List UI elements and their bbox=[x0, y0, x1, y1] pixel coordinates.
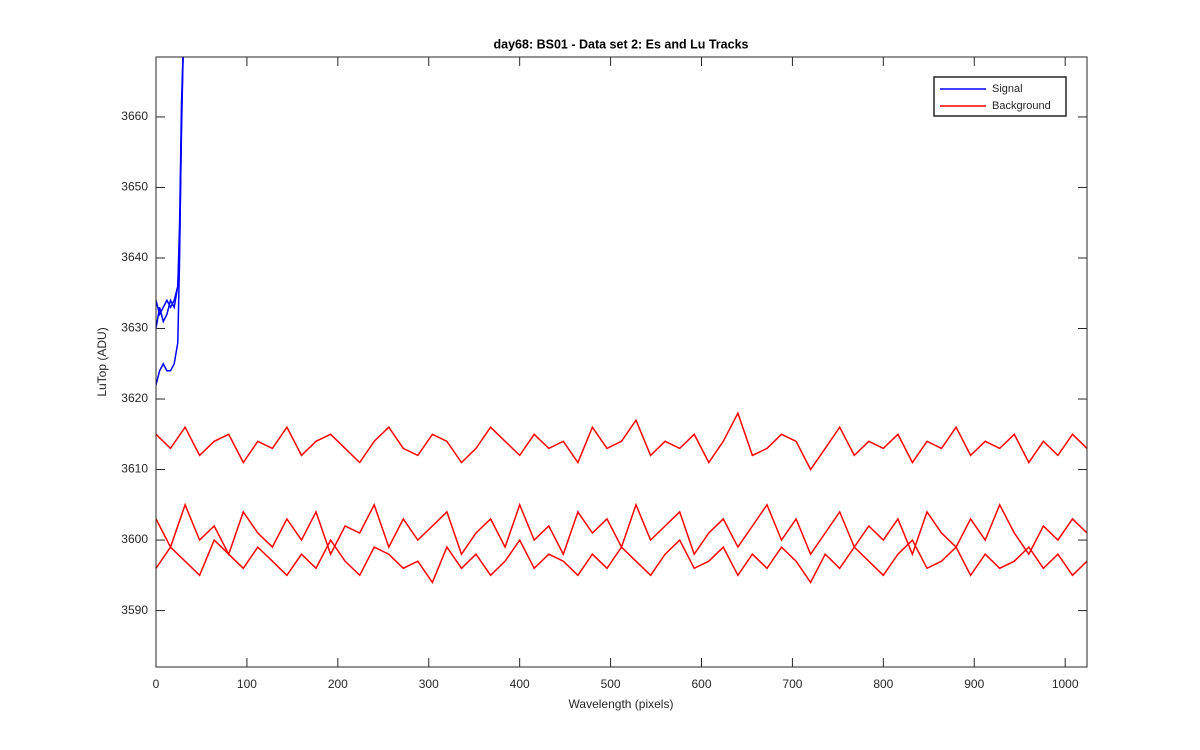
x-axis-label: Wavelength (pixels) bbox=[569, 697, 674, 711]
y-tick-label: 3650 bbox=[121, 180, 148, 194]
chart-title: day68: BS01 - Data set 2: Es and Lu Trac… bbox=[494, 37, 749, 51]
plot-area bbox=[156, 57, 1087, 584]
legend-label: Signal bbox=[992, 83, 1023, 95]
x-tick-label: 400 bbox=[510, 677, 530, 691]
axes-box bbox=[155, 56, 1088, 668]
y-tick-label: 3620 bbox=[121, 391, 148, 405]
x-tick-label: 600 bbox=[691, 677, 711, 691]
y-tick-label: 3630 bbox=[121, 321, 148, 335]
data-line bbox=[156, 538, 1087, 584]
x-tick-label: 700 bbox=[782, 677, 802, 691]
y-axis-label: LuTop (ADU) bbox=[95, 327, 109, 396]
x-tick-label: 0 bbox=[153, 677, 160, 691]
legend-box bbox=[933, 76, 1067, 117]
x-tick-label: 300 bbox=[419, 677, 439, 691]
x-tick-label: 500 bbox=[601, 677, 621, 691]
x-tick-label: 1000 bbox=[1052, 677, 1079, 691]
y-tick-label: 3610 bbox=[121, 462, 148, 476]
data-line bbox=[156, 57, 184, 329]
y-tick-label: 3660 bbox=[121, 109, 148, 123]
x-tick-label: 800 bbox=[873, 677, 893, 691]
y-tick-label: 3590 bbox=[121, 603, 148, 617]
legend-label: Background bbox=[992, 100, 1051, 112]
x-tick-label: 200 bbox=[328, 677, 348, 691]
x-tick-label: 900 bbox=[964, 677, 984, 691]
y-tick-label: 3600 bbox=[121, 532, 148, 546]
data-line bbox=[156, 411, 1087, 471]
x-tick-label: 100 bbox=[237, 677, 257, 691]
y-tick-label: 3640 bbox=[121, 250, 148, 264]
